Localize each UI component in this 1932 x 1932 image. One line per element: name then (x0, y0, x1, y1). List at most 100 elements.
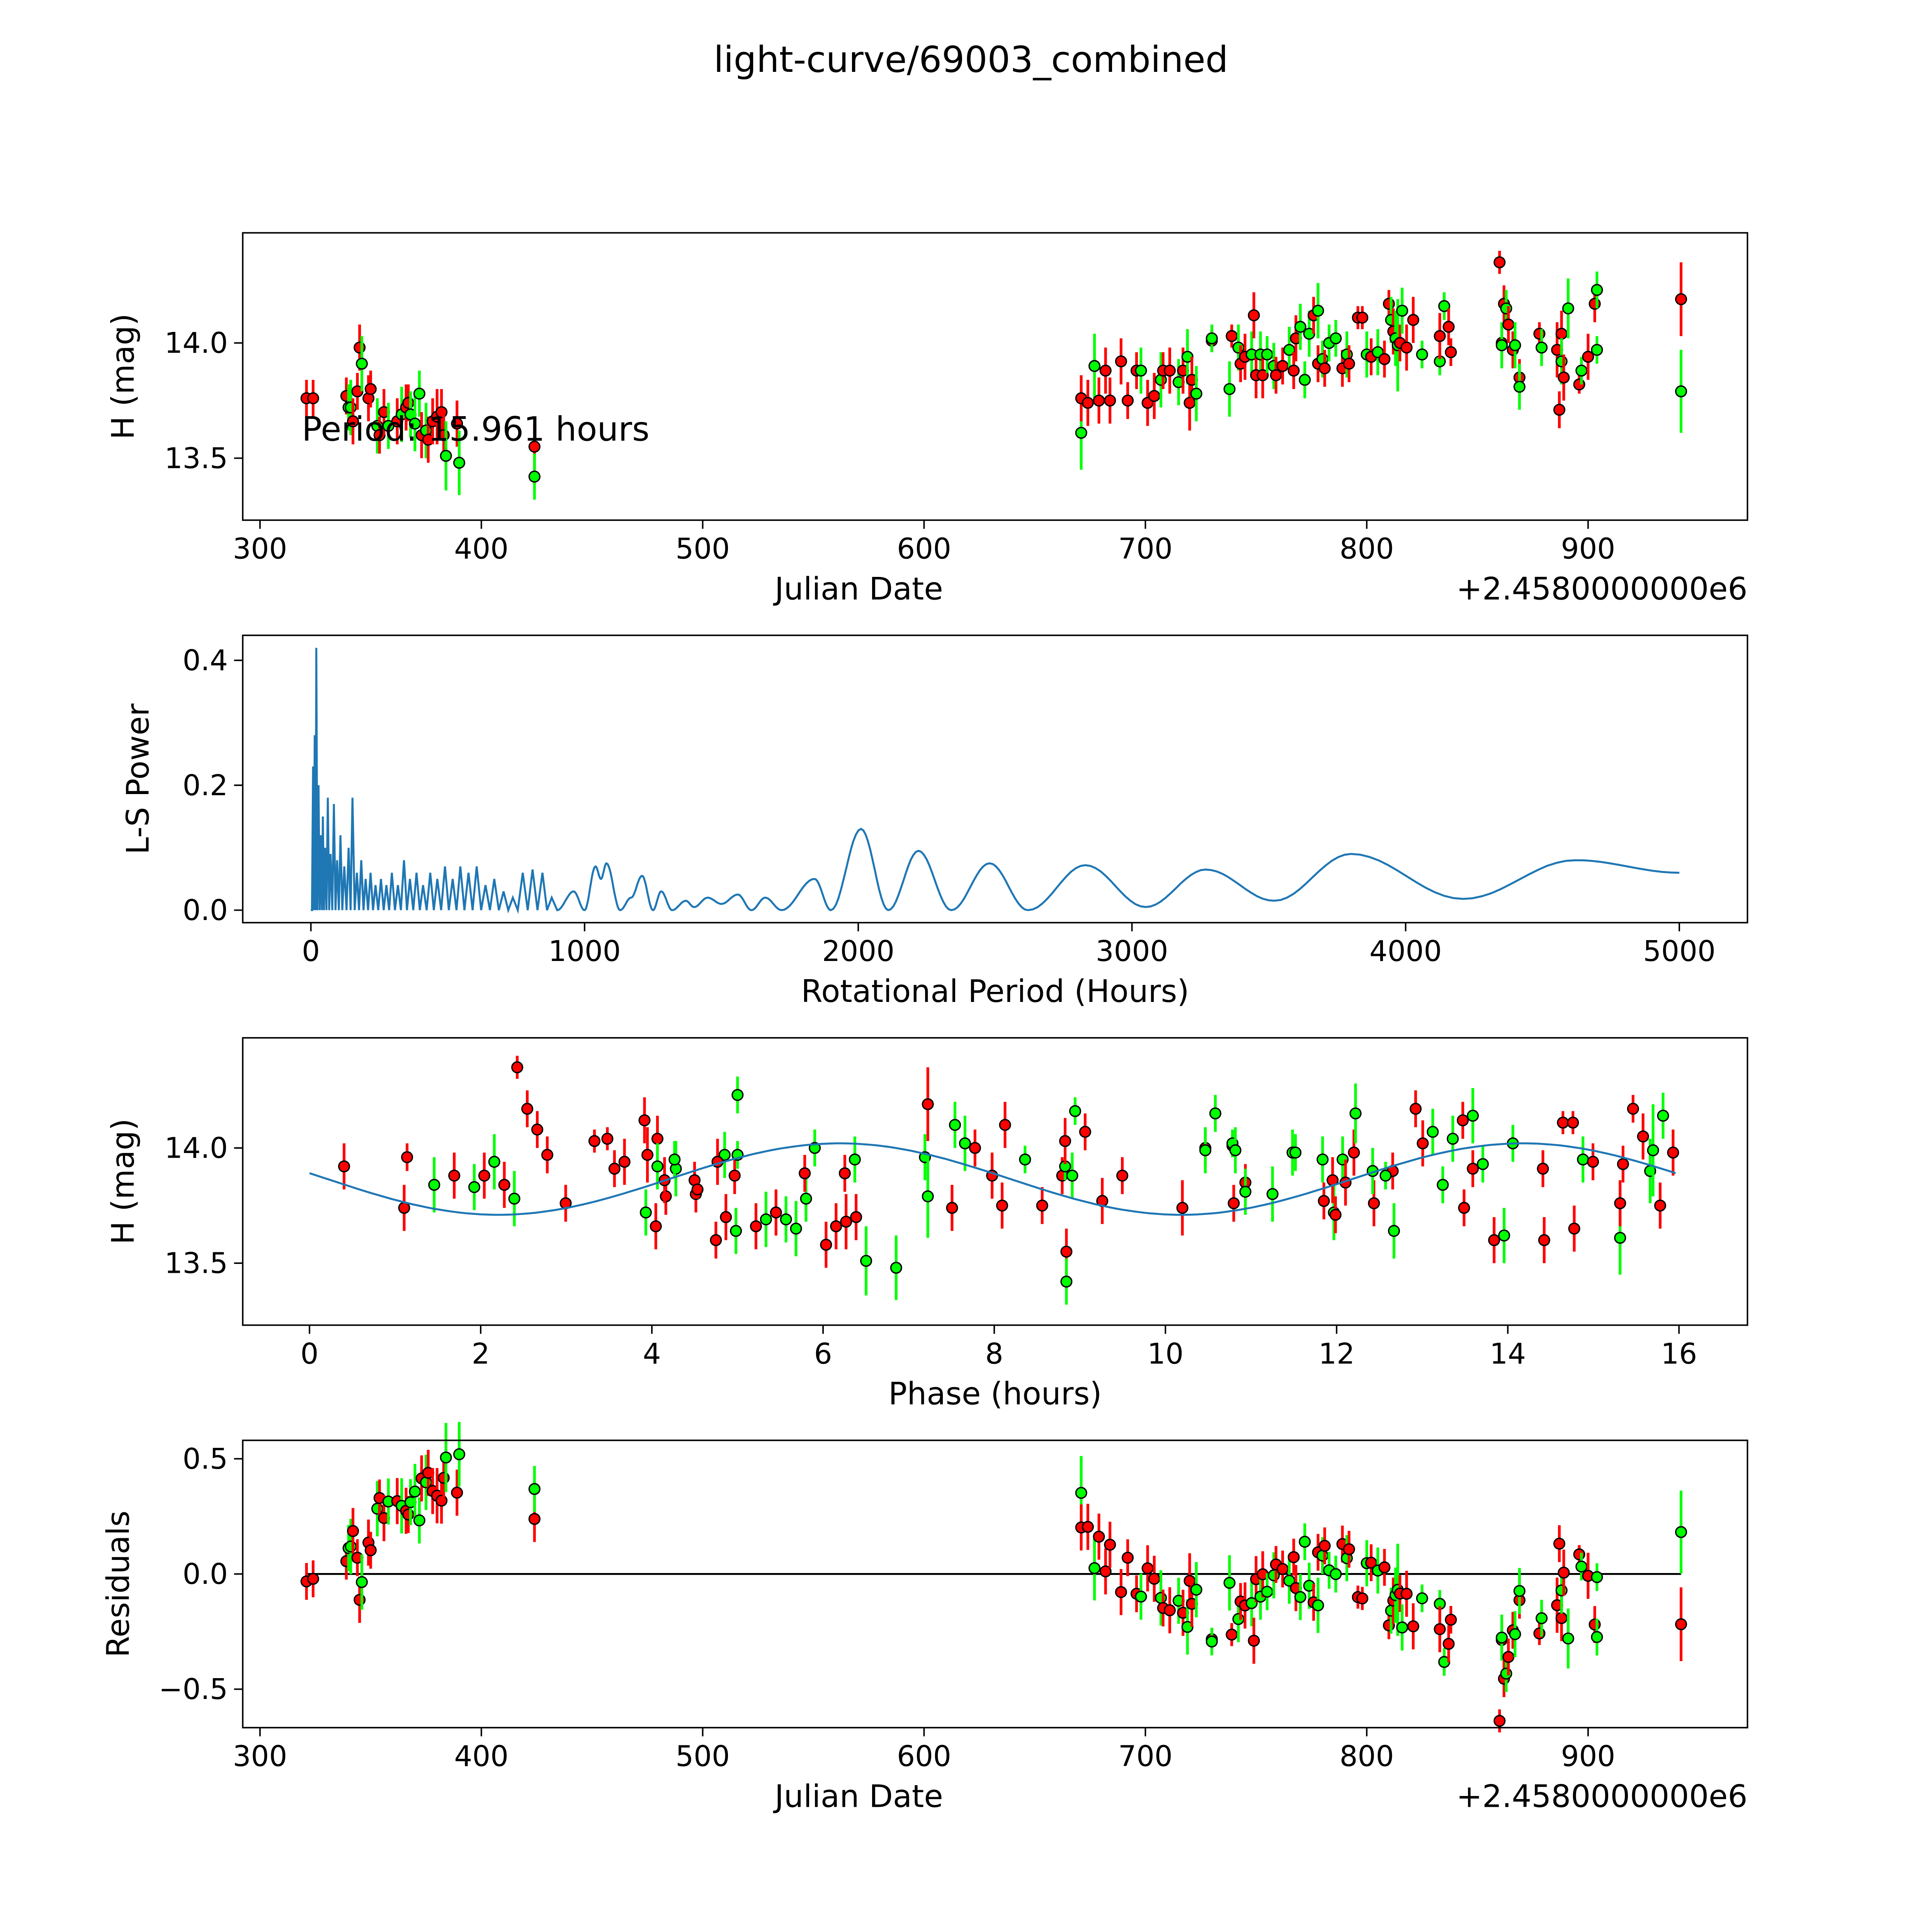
x-tick-label: 400 (454, 533, 509, 566)
data-point (437, 1472, 450, 1484)
data-point (1060, 1245, 1073, 1258)
data-point (996, 1199, 1009, 1212)
data-point (710, 1234, 722, 1246)
data-point (1135, 1590, 1147, 1603)
data-point (1115, 355, 1127, 367)
data-point (488, 1156, 500, 1168)
data-point (1657, 1109, 1669, 1122)
data-point (1457, 1114, 1469, 1126)
y-tick-label: 14.0 (165, 1132, 228, 1165)
data-point (440, 450, 452, 462)
data-point (1407, 314, 1419, 326)
data-point (1223, 383, 1236, 395)
data-point (541, 1149, 553, 1161)
data-point (750, 1220, 762, 1233)
data-point (1496, 1631, 1508, 1644)
data-point (1206, 1635, 1218, 1648)
data-point (1276, 1563, 1289, 1575)
data-point (1400, 341, 1413, 354)
data-point (1588, 1618, 1601, 1631)
phased-light-curve-plot-area (309, 1056, 1679, 1305)
data-point (1498, 1229, 1510, 1242)
data-point (1445, 346, 1457, 358)
data-point (601, 1133, 614, 1145)
data-point (1434, 1623, 1446, 1635)
data-point (1500, 1667, 1512, 1680)
data-point (1329, 1209, 1342, 1221)
data-point (1577, 1153, 1589, 1166)
x-tick-label: 1000 (548, 935, 621, 968)
data-point (1417, 1137, 1429, 1150)
data-point (1614, 1197, 1626, 1209)
y-tick-label: 0.5 (183, 1443, 228, 1476)
data-point (1555, 355, 1568, 367)
y-axis-label: H (mag) (105, 1119, 141, 1245)
data-point (364, 1544, 377, 1556)
periodogram-plot-area (311, 648, 1680, 914)
data-point (1190, 388, 1202, 400)
data-point (1627, 1103, 1639, 1115)
data-point (1434, 330, 1446, 342)
data-point (1294, 321, 1306, 333)
light-curve-axes: 300 400 500 600 700 800 900 13.5 14.0 Julian Date… (105, 232, 1748, 607)
data-point (922, 1190, 934, 1202)
x-tick-label: 2 (472, 1338, 490, 1371)
data-point (1343, 1543, 1355, 1555)
data-point (922, 1098, 934, 1111)
data-point (1066, 1169, 1078, 1182)
phased-light-curve-frame (242, 1037, 1748, 1326)
data-point (1228, 1197, 1240, 1209)
data-point (1654, 1199, 1667, 1212)
data-point (528, 1513, 541, 1525)
data-point (307, 392, 319, 405)
data-point (1036, 1199, 1048, 1212)
data-point (1675, 293, 1687, 305)
data-point (1082, 397, 1094, 409)
data-point (1568, 1223, 1580, 1235)
data-point (1148, 390, 1160, 402)
data-point (355, 1576, 368, 1588)
data-point (1573, 378, 1585, 391)
data-point (413, 1514, 425, 1527)
data-point (355, 357, 368, 370)
data-point (1533, 1627, 1546, 1639)
data-point (1591, 1571, 1603, 1583)
data-point (999, 1119, 1011, 1131)
y-tick-label: −0.5 (159, 1673, 228, 1706)
data-point (468, 1181, 480, 1193)
data-point (1427, 1126, 1439, 1138)
data-point (402, 1509, 415, 1521)
data-point (1276, 360, 1289, 372)
x-tick-label: 400 (454, 1740, 509, 1773)
x-tick-label: 900 (1561, 1740, 1616, 1773)
data-point (528, 440, 541, 453)
data-point (790, 1223, 802, 1235)
x-tick-label: 0 (301, 1338, 319, 1371)
data-point (641, 1149, 654, 1161)
data-point (1069, 1105, 1081, 1117)
data-point (1099, 1565, 1112, 1578)
data-point (1148, 1573, 1160, 1585)
data-point (1502, 1651, 1515, 1663)
data-point (1088, 1562, 1101, 1574)
data-point (639, 1206, 652, 1219)
data-point (728, 1169, 741, 1182)
y-axis-label: H (mag) (105, 313, 141, 439)
data-point (1294, 1591, 1306, 1603)
data-point (1239, 1185, 1252, 1198)
y-tick-label: 0.0 (183, 1558, 228, 1591)
data-point (1316, 1549, 1329, 1562)
data-point (1536, 1612, 1548, 1624)
data-point (780, 1213, 792, 1226)
data-point (373, 429, 386, 441)
x-axis-label: Julian Date (773, 571, 943, 607)
data-point (799, 1167, 811, 1180)
data-point (1400, 1588, 1413, 1600)
data-point (1555, 1584, 1568, 1597)
data-point (1396, 304, 1408, 317)
data-point (1416, 348, 1428, 361)
data-point (1299, 1536, 1311, 1548)
data-point (1075, 1487, 1087, 1499)
data-point (1647, 1144, 1659, 1156)
data-point (1575, 364, 1588, 377)
